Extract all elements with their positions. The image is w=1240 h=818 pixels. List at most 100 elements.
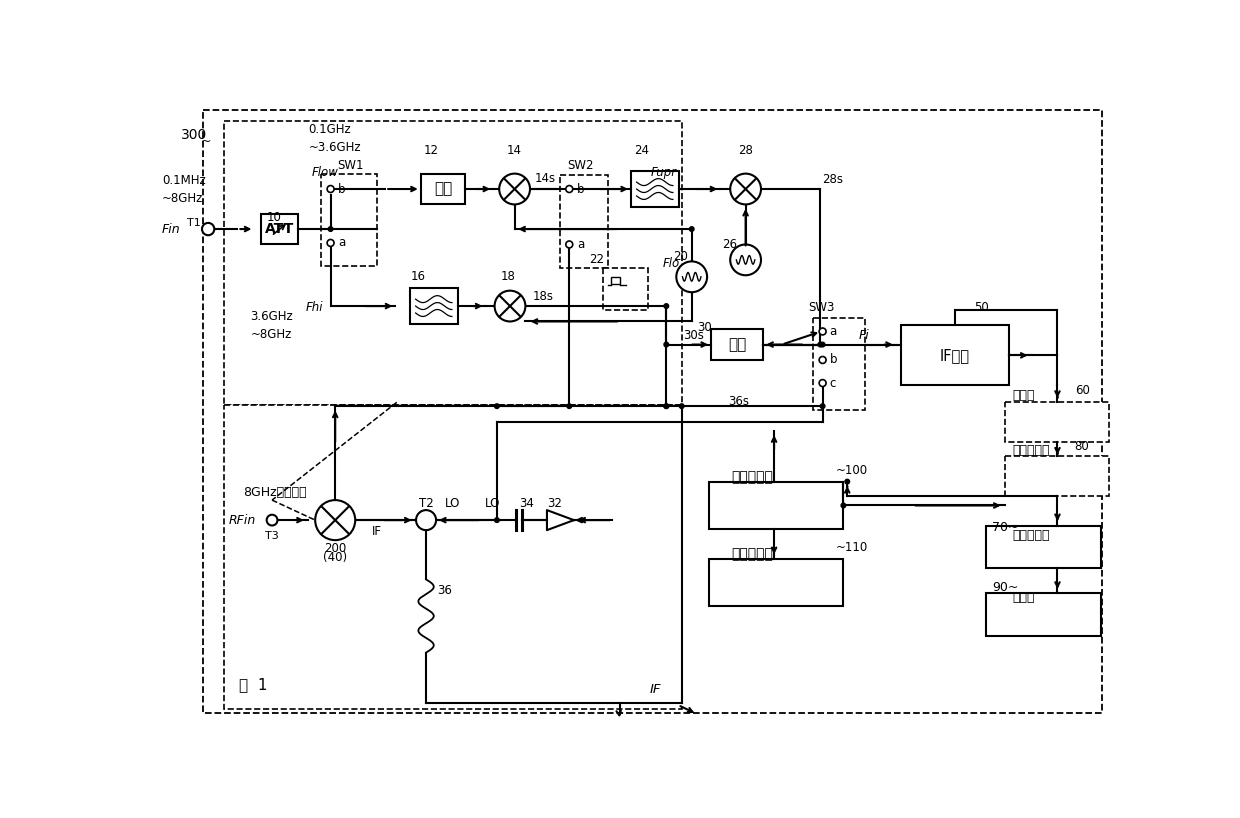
Circle shape <box>495 518 500 523</box>
Text: 200: 200 <box>324 542 346 555</box>
Bar <box>986 525 1101 568</box>
Text: Fi: Fi <box>859 329 869 342</box>
Text: b: b <box>339 182 346 196</box>
Circle shape <box>329 227 332 231</box>
Circle shape <box>500 173 529 204</box>
Text: Flow: Flow <box>312 165 339 178</box>
Circle shape <box>495 404 500 408</box>
Text: IF部件: IF部件 <box>940 348 970 363</box>
Text: ~: ~ <box>201 135 211 148</box>
Bar <box>223 405 682 708</box>
Circle shape <box>327 240 334 246</box>
Circle shape <box>567 404 572 408</box>
Text: IF: IF <box>650 683 661 696</box>
Text: 18: 18 <box>501 270 516 283</box>
Bar <box>711 329 764 360</box>
Text: 50: 50 <box>975 301 990 314</box>
Circle shape <box>565 186 573 192</box>
Bar <box>986 593 1101 636</box>
Text: 28: 28 <box>738 144 753 157</box>
Bar <box>708 482 843 529</box>
Text: Fupr: Fupr <box>651 165 677 178</box>
Text: 24: 24 <box>634 144 650 157</box>
Bar <box>321 173 377 266</box>
Text: SW3: SW3 <box>808 301 835 314</box>
Text: b: b <box>577 182 584 196</box>
Text: 低通: 低通 <box>728 337 746 352</box>
Circle shape <box>820 380 826 387</box>
Circle shape <box>818 342 822 347</box>
Text: 3.6GHz
~8GHz: 3.6GHz ~8GHz <box>250 310 293 341</box>
Text: 30s: 30s <box>683 329 704 342</box>
Circle shape <box>663 404 668 408</box>
Circle shape <box>841 503 846 508</box>
Circle shape <box>663 404 668 408</box>
Text: 8GHz以及更高: 8GHz以及更高 <box>243 486 306 499</box>
Text: T3: T3 <box>265 531 279 541</box>
Bar <box>708 559 843 606</box>
Text: a: a <box>830 325 837 338</box>
Text: 0.1MHz
~8GHz: 0.1MHz ~8GHz <box>162 173 206 204</box>
Text: ~110: ~110 <box>836 541 868 554</box>
Text: 18s: 18s <box>533 290 553 303</box>
Bar <box>901 326 1009 385</box>
Text: 设备控制器: 设备控制器 <box>732 547 774 561</box>
Bar <box>611 276 620 285</box>
Text: 36: 36 <box>438 584 453 597</box>
Text: 34: 34 <box>518 497 533 510</box>
Text: 28s: 28s <box>822 173 843 187</box>
Text: 32: 32 <box>547 497 562 510</box>
Text: 14: 14 <box>507 144 522 157</box>
Text: 30: 30 <box>697 321 712 334</box>
Text: RFin: RFin <box>229 514 257 527</box>
Text: T1: T1 <box>187 218 201 228</box>
Bar <box>223 121 682 405</box>
Circle shape <box>315 500 355 540</box>
Circle shape <box>820 357 826 363</box>
Text: LO: LO <box>445 497 460 510</box>
Text: 图像消除器: 图像消除器 <box>1013 529 1050 542</box>
Circle shape <box>689 227 694 231</box>
Text: 90~: 90~ <box>992 582 1018 595</box>
Circle shape <box>663 303 668 308</box>
Text: 纠错器: 纠错器 <box>1013 389 1035 402</box>
Text: 图  1: 图 1 <box>239 677 268 692</box>
Circle shape <box>663 342 668 347</box>
Circle shape <box>495 290 526 321</box>
Circle shape <box>821 342 825 347</box>
Text: 80: 80 <box>1075 440 1090 452</box>
Text: 20: 20 <box>673 249 688 263</box>
Text: Fhi: Fhi <box>306 301 324 314</box>
Bar <box>812 317 866 410</box>
Text: b: b <box>830 353 837 366</box>
Circle shape <box>565 241 573 248</box>
Text: 12: 12 <box>424 144 439 157</box>
Text: 300: 300 <box>181 128 207 142</box>
Text: 10: 10 <box>267 211 281 224</box>
Circle shape <box>680 404 684 408</box>
Circle shape <box>202 222 215 236</box>
Bar <box>420 174 465 204</box>
Circle shape <box>327 186 334 192</box>
Text: a: a <box>339 236 346 249</box>
Text: a: a <box>577 238 584 251</box>
Text: 0.1GHz
~3.6GHz: 0.1GHz ~3.6GHz <box>309 123 361 154</box>
Bar <box>262 214 299 244</box>
Text: c: c <box>830 376 836 389</box>
Text: ATT: ATT <box>265 222 294 236</box>
Text: 26: 26 <box>722 238 737 251</box>
Text: 低通: 低通 <box>434 182 453 196</box>
Circle shape <box>417 510 436 530</box>
Text: 16: 16 <box>410 270 425 283</box>
Text: 数据分离器: 数据分离器 <box>1013 444 1050 457</box>
Text: 22: 22 <box>589 254 605 267</box>
Text: Fin: Fin <box>162 222 181 236</box>
Text: 扫描控制器: 扫描控制器 <box>732 470 774 484</box>
Circle shape <box>676 262 707 292</box>
Circle shape <box>844 479 849 484</box>
Circle shape <box>730 245 761 276</box>
Bar <box>1006 456 1109 497</box>
Text: LO: LO <box>485 497 500 510</box>
Bar <box>1006 402 1109 443</box>
Text: 显示器: 显示器 <box>1013 591 1035 604</box>
